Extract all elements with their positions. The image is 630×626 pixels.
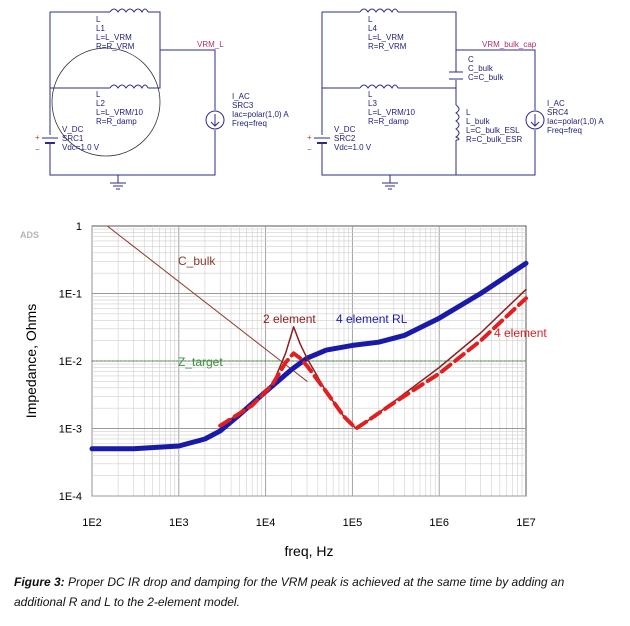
vsrc1-minus: − <box>35 145 40 154</box>
inductor-lbulk-symbol <box>455 104 460 141</box>
node-label-vrm-l: VRM_L <box>197 40 224 49</box>
l3-line-0: L <box>368 90 373 99</box>
annotation-c-bulk: C_bulk <box>178 254 216 268</box>
l3-line-2: L=L_VRM/10 <box>368 108 415 117</box>
isrc3-line-3: Freq=freq <box>232 119 267 128</box>
isrc4-line-2: Iac=polar(1,0) A <box>547 117 604 126</box>
x-tick-labels: 1E2 1E3 1E4 1E5 1E6 1E7 <box>82 517 536 529</box>
isrc3-line-2: Iac=polar(1,0) A <box>232 110 289 119</box>
vsrc2-line-2: Vdc=1.0 V <box>334 143 372 152</box>
cbulk-line-1: C_bulk <box>468 64 494 73</box>
l4-line-0: L <box>368 15 373 24</box>
l4-line-3: R=R_VRM <box>368 42 407 51</box>
isrc4-line-3: Freq=freq <box>547 126 582 135</box>
inductor-l2-symbol <box>109 84 149 89</box>
inductor-l1-symbol <box>109 8 149 13</box>
x-tick-label: 1E5 <box>343 517 363 529</box>
l1-line-2: L=L_VRM <box>96 33 132 42</box>
lbulk-line-0: L <box>466 108 471 117</box>
isrc4-symbol <box>525 110 545 130</box>
vsrc2-line-1: SRC2 <box>334 134 356 143</box>
l1-line-1: L1 <box>96 24 105 33</box>
l1-line-0: L <box>96 15 101 24</box>
x-tick-label: 1E3 <box>169 517 189 529</box>
vsrc2-plus: + <box>307 133 312 142</box>
schematic-right: + − L L4 L=L_VRM R=R_VRM L L3 L=L_VRM/10… <box>307 8 604 190</box>
series-4-element-rl <box>89 260 529 452</box>
ground-left <box>110 175 126 190</box>
schematic-left: + − L L1 L=L_VRM R=R_VRM L L2 L=L_VRM/10… <box>35 8 289 190</box>
y-tick-label: 1E-3 <box>59 424 82 436</box>
caption-text: Proper DC IR drop and damping for the VR… <box>14 575 565 609</box>
y-tick-label: 1E-2 <box>59 356 82 368</box>
isrc4-arrow <box>530 114 540 127</box>
l1-line-3: R=R_VRM <box>96 42 135 51</box>
y-axis-label: Impedance, Ohms <box>23 304 39 418</box>
cbulk-line-2: C=C_bulk <box>468 73 504 82</box>
isrc3-symbol <box>205 110 225 130</box>
vsrc1-line-1: SRC1 <box>62 134 84 143</box>
annotation-z-target: Z_target <box>178 355 223 369</box>
x-tick-label: 1E2 <box>82 517 102 529</box>
l3-line-3: R=R_damp <box>368 117 409 126</box>
annotation-4-element-rl: 4 element RL <box>336 312 408 326</box>
plot-curves <box>89 225 529 452</box>
series-4-element <box>218 296 528 431</box>
cbulk-line-0: C <box>468 55 474 64</box>
inductor-l3-symbol <box>359 84 399 89</box>
isrc3-line-0: I_AC <box>232 92 250 101</box>
vsrc1-line-0: V_DC <box>62 125 84 134</box>
isrc3-line-1: SRC3 <box>232 101 254 110</box>
annotation-4-element: 4 element <box>494 326 547 340</box>
l2-line-2: L=L_VRM/10 <box>96 108 143 117</box>
x-tick-label: 1E7 <box>516 517 536 529</box>
impedance-plot: ADS 1 1E-1 1E-2 1E-3 1E-4 1E2 1E3 1E4 1E5 1E6 1E7… <box>20 221 547 559</box>
l2-line-1: L2 <box>96 99 105 108</box>
figure-caption: Figure 3: Proper DC IR drop and damping … <box>14 572 614 612</box>
y-tick-label: 1E-1 <box>59 289 82 301</box>
l4-line-2: L=L_VRM <box>368 33 404 42</box>
x-axis-label: freq, Hz <box>284 543 333 559</box>
caption-label: Figure 3: <box>14 575 65 589</box>
highlight-circle <box>51 47 161 157</box>
inductor-l4-symbol <box>359 8 399 13</box>
node-label-vrm-bulk-cap: VRM_bulk_cap <box>482 40 537 49</box>
l2-line-3: R=R_damp <box>96 117 137 126</box>
y-tick-label: 1 <box>76 221 82 233</box>
ground-right <box>382 175 398 190</box>
annotation-2-element: 2 element <box>263 312 316 326</box>
vsrc2-minus: − <box>307 145 312 154</box>
vsrc2-line-0: V_DC <box>334 125 356 134</box>
y-tick-label: 1E-4 <box>59 491 82 503</box>
l4-line-1: L4 <box>368 24 377 33</box>
vsrc1-line-2: Vdc=1.0 V <box>62 143 100 152</box>
isrc3-arrow <box>210 114 220 127</box>
vsrc1-plus: + <box>35 133 40 142</box>
y-tick-labels: 1 1E-1 1E-2 1E-3 1E-4 <box>59 221 82 503</box>
ads-watermark: ADS <box>20 230 39 240</box>
x-tick-label: 1E4 <box>256 517 276 529</box>
lbulk-line-2: L=C_bulk_ESL <box>466 126 520 135</box>
lbulk-line-3: R=C_bulk_ESR <box>466 135 522 144</box>
isrc4-line-1: SRC4 <box>547 108 569 117</box>
l2-line-0: L <box>96 90 101 99</box>
l3-line-1: L3 <box>368 99 377 108</box>
x-tick-label: 1E6 <box>429 517 449 529</box>
lbulk-line-1: L_bulk <box>466 117 491 126</box>
isrc4-line-0: I_AC <box>547 99 565 108</box>
